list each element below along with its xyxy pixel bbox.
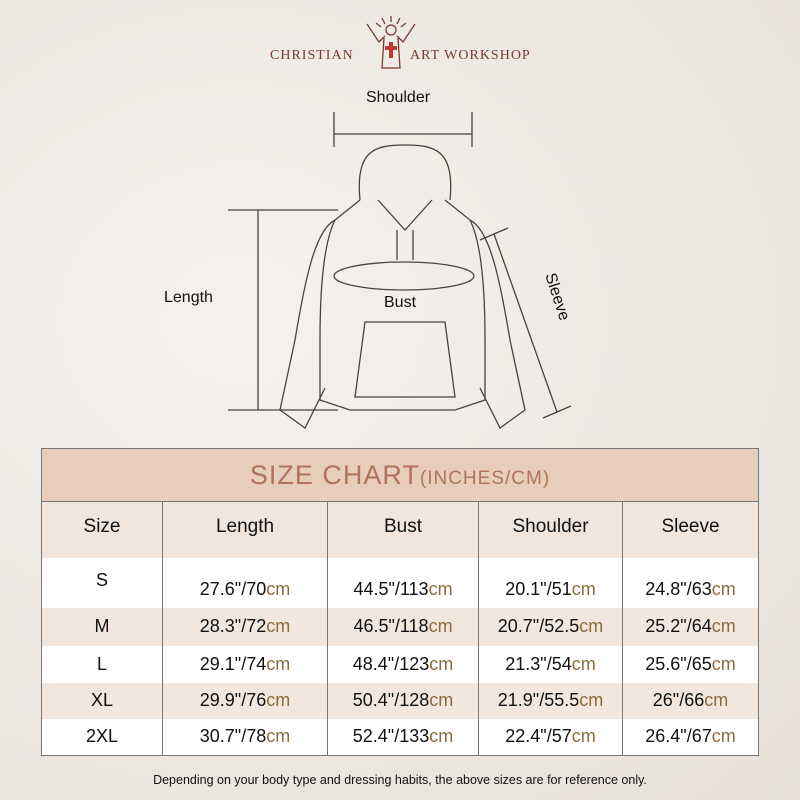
size-chart-table: SIZE CHART(INCHES/CM) Size Length Bust S…	[41, 448, 759, 756]
measurement-cell: 22.4"/57cm	[478, 718, 623, 756]
jesus-figure-icon	[366, 16, 416, 69]
size-cell: XL	[41, 682, 163, 719]
header-size: Size	[41, 501, 163, 558]
size-chart-title: SIZE CHART(INCHES/CM)	[41, 448, 759, 502]
measurement-cell: 29.9"/76cm	[162, 682, 328, 719]
measurement-cell: 44.5"/113cm	[327, 557, 479, 608]
measurement-cell: 46.5"/118cm	[327, 607, 479, 646]
hoodie-diagram	[228, 112, 572, 429]
table-row: 2XL 30.7"/78cm 52.4"/133cm 22.4"/57cm 26.4"/…	[41, 718, 759, 756]
table-row: XL 29.9"/76cm 50.4"/128cm 21.9"/55.5cm 26"/6…	[41, 682, 759, 719]
size-cell: L	[41, 645, 163, 683]
table-row: M 28.3"/72cm 46.5"/118cm 20.7"/52.5cm 25.2"/…	[41, 607, 759, 646]
measurement-cell: 28.3"/72cm	[162, 607, 328, 646]
measurement-cell: 24.8"/63cm	[622, 557, 759, 608]
header-sleeve: Sleeve	[622, 501, 759, 558]
measurement-cell: 29.1"/74cm	[162, 645, 328, 683]
measurement-cell: 20.7"/52.5cm	[478, 607, 623, 646]
brand-logo: CHRISTIAN ART WORKSHOP	[260, 14, 540, 70]
size-cell: S	[41, 557, 163, 608]
table-row: L 29.1"/74cm 48.4"/123cm 21.3"/54cm 25.6"/65…	[41, 645, 759, 683]
measurement-cell: 25.6"/65cm	[622, 645, 759, 683]
table-row: S 27.6"/70cm 44.5"/113cm 20.1"/51cm 24.8"/63…	[41, 557, 759, 608]
length-label: Length	[164, 289, 213, 306]
measurement-cell: 48.4"/123cm	[327, 645, 479, 683]
header-length: Length	[162, 501, 328, 558]
shoulder-label: Shoulder	[366, 89, 431, 106]
size-cell: M	[41, 607, 163, 646]
logo-text-right: ART WORKSHOP	[410, 48, 531, 63]
bust-label: Bust	[384, 294, 417, 311]
measurement-cell: 26.4"/67cm	[622, 718, 759, 756]
measurement-cell: 21.3"/54cm	[478, 645, 623, 683]
size-cell: 2XL	[41, 718, 163, 756]
measurement-cell: 25.2"/64cm	[622, 607, 759, 646]
measurement-cell: 50.4"/128cm	[327, 682, 479, 719]
table-header-row: Size Length Bust Shoulder Sleeve	[41, 501, 759, 558]
logo-text-left: CHRISTIAN	[270, 48, 354, 63]
measurement-cell: 26"/66cm	[622, 682, 759, 719]
measurement-cell: 21.9"/55.5cm	[478, 682, 623, 719]
header-shoulder: Shoulder	[478, 501, 623, 558]
header-bust: Bust	[327, 501, 479, 558]
measurement-cell: 20.1"/51cm	[478, 557, 623, 608]
measurement-cell: 27.6"/70cm	[162, 557, 328, 608]
measurement-cell: 52.4"/133cm	[327, 718, 479, 756]
disclaimer-note: Depending on your body type and dressing…	[153, 773, 647, 787]
measurement-cell: 30.7"/78cm	[162, 718, 328, 756]
